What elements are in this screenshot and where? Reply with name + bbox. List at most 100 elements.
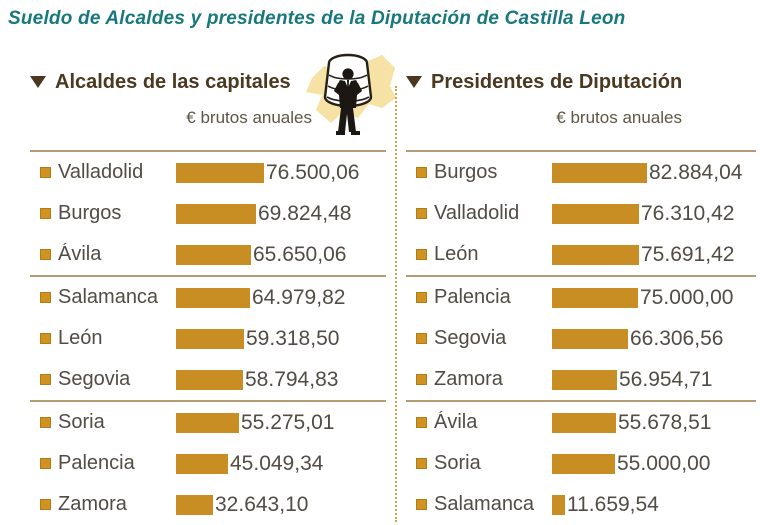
square-bullet-icon [416, 333, 427, 344]
group-divider [30, 275, 386, 277]
city-label: León [58, 327, 103, 349]
value-bar [552, 162, 647, 183]
page-title: Sueldo de Alcaldes y presidentes de la D… [8, 8, 626, 29]
table-row: León 59.318,50 [30, 318, 386, 359]
value-label: 55.000,00 [617, 451, 711, 475]
header-divider [406, 150, 756, 152]
table-row: Ávila 55.678,51 [406, 402, 756, 443]
value-label: 11.659,54 [567, 492, 659, 516]
value-label: 65.650,06 [253, 242, 347, 266]
square-bullet-icon [416, 458, 427, 469]
table-row: Soria 55.000,00 [406, 443, 756, 484]
table-row: Palencia 75.000,00 [406, 277, 756, 318]
city-label: Soria [58, 411, 105, 433]
value-bar [552, 453, 615, 474]
value-bar [176, 203, 256, 224]
city-label: Valladolid [58, 161, 144, 183]
value-bar [176, 328, 244, 349]
bar-list: Valladolid 76.500,06 Burgos 69.824,48 Áv… [30, 152, 386, 525]
value-bar [552, 369, 617, 390]
group-divider [406, 400, 756, 402]
value-label: 75.000,00 [640, 285, 734, 309]
value-label: 58.794,83 [245, 367, 339, 391]
table-row: Ávila 65.650,06 [30, 234, 386, 275]
value-label: 82.884,04 [649, 160, 743, 184]
table-row: León 75.691,42 [406, 234, 756, 275]
city-label: Palencia [434, 286, 511, 308]
value-label: 69.824,48 [258, 201, 352, 225]
table-row: Valladolid 76.500,06 [30, 152, 386, 193]
value-label: 76.310,42 [641, 201, 735, 225]
square-bullet-icon [40, 458, 51, 469]
table-row: Valladolid 76.310,42 [406, 193, 756, 234]
square-bullet-icon [40, 208, 51, 219]
square-bullet-icon [40, 374, 51, 385]
mayor-figure-icon [334, 68, 362, 135]
value-bar [176, 453, 228, 474]
column-title: Presidentes de Diputación [431, 70, 683, 93]
value-bar [552, 203, 639, 224]
city-label: Valladolid [434, 202, 520, 224]
value-bar [176, 244, 251, 265]
value-label: 56.954,71 [619, 367, 713, 391]
diputacion-header: Presidentes de Diputación [406, 68, 756, 96]
value-bar [552, 328, 628, 349]
value-label: 64.979,82 [252, 285, 346, 309]
square-bullet-icon [416, 374, 427, 385]
value-bar [176, 369, 243, 390]
square-bullet-icon [40, 167, 51, 178]
value-label: 55.678,51 [618, 410, 712, 434]
city-label: Ávila [58, 243, 102, 265]
square-bullet-icon [416, 292, 427, 303]
city-label: León [434, 243, 479, 265]
city-label: Burgos [434, 161, 498, 183]
square-bullet-icon [40, 292, 51, 303]
value-label: 66.306,56 [630, 326, 724, 350]
city-label: Soria [434, 452, 481, 474]
square-bullet-icon [40, 417, 51, 428]
table-row: Burgos 82.884,04 [406, 152, 756, 193]
bar-list: Burgos 82.884,04 Valladolid 76.310,42 Le… [406, 152, 756, 525]
city-label: Segovia [434, 327, 507, 349]
triangle-down-icon [30, 76, 46, 88]
value-bar [176, 287, 250, 308]
value-bar [552, 494, 565, 515]
alcaldes-panel: Alcaldes de las capitales € brutos anual… [30, 52, 386, 525]
city-label: Salamanca [58, 286, 159, 308]
city-label: Ávila [434, 411, 478, 433]
city-label: Burgos [58, 202, 122, 224]
triangle-down-icon [406, 76, 422, 88]
city-label: Zamora [434, 368, 503, 390]
square-bullet-icon [416, 499, 427, 510]
column-title: Alcaldes de las capitales [55, 70, 291, 93]
square-bullet-icon [416, 249, 427, 260]
diputacion-panel: Presidentes de Diputación € brutos anual… [406, 52, 756, 525]
square-bullet-icon [40, 249, 51, 260]
table-row: Salamanca 11.659,54 [406, 484, 756, 525]
value-bar [176, 494, 213, 515]
unit-label: € brutos anuales [556, 108, 682, 127]
square-bullet-icon [416, 417, 427, 428]
value-label: 75.691,42 [641, 242, 735, 266]
value-label: 45.049,34 [230, 451, 324, 475]
value-label: 55.275,01 [241, 410, 335, 434]
group-divider [406, 275, 756, 277]
alcaldes-header: Alcaldes de las capitales [30, 68, 386, 96]
value-bar [176, 162, 264, 183]
unit-label: € brutos anuales [186, 108, 312, 127]
table-row: Salamanca 64.979,82 [30, 277, 386, 318]
square-bullet-icon [40, 333, 51, 344]
value-label: 59.318,50 [246, 326, 340, 350]
city-label: Salamanca [434, 493, 535, 515]
table-row: Segovia 58.794,83 [30, 359, 386, 400]
table-row: Zamora 56.954,71 [406, 359, 756, 400]
city-label: Zamora [58, 493, 127, 515]
value-bar [552, 412, 616, 433]
square-bullet-icon [416, 208, 427, 219]
table-row: Palencia 45.049,34 [30, 443, 386, 484]
city-label: Segovia [58, 368, 131, 390]
value-label: 32.643,10 [215, 492, 309, 516]
value-bar [176, 412, 239, 433]
table-row: Soria 55.275,01 [30, 402, 386, 443]
group-divider [30, 400, 386, 402]
